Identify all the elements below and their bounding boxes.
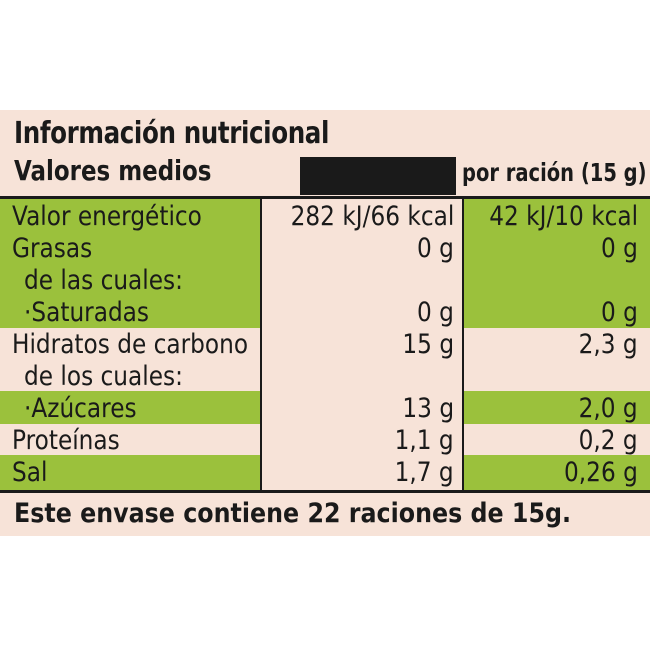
servings-footer: Este envase contiene 22 raciones de 15g. [14,498,572,529]
divider-top [0,196,650,199]
redacted-column-header [300,157,456,195]
value-per-100: 282 kJ/66 kcal [290,201,454,232]
label-subtitle-text: Valores medios [14,154,212,187]
column-divider-1 [260,199,262,490]
row-highlight-right [464,295,650,328]
value-per-serving: 2,3 g [578,329,638,360]
nutrient-row: Valor energético 282 kJ/66 kcal 42 kJ/10 k… [0,199,650,232]
value-per-serving: 0,26 g [564,457,638,488]
row-highlight-right [464,199,650,231]
nutrient-name: Proteínas [12,425,120,456]
nutrient-name: Sal [12,457,48,488]
value-per-serving: 42 kJ/10 kcal [489,201,638,232]
nutrient-name: de los cuales: [24,361,183,392]
row-highlight-left [0,391,260,424]
row-highlight-left [0,455,260,490]
nutrient-row: Proteínas 1,1 g 0,2 g [0,423,650,456]
value-per-100: 13 g [402,393,454,424]
value-per-100: 15 g [402,329,454,360]
row-highlight-right [464,455,650,490]
row-highlight-right [464,391,650,424]
nutrient-row: Sal 1,7 g 0,26 g [0,455,650,490]
nutrient-name: Grasas [12,233,93,264]
per-serving-header: por ración (15 g) [462,158,647,187]
nutrient-row: ·Saturadas 0 g 0 g [0,295,650,328]
value-per-100: 0 g [417,297,454,328]
nutrient-row: de los cuales: [0,359,650,392]
label-title-text: Información nutricional [14,116,330,151]
row-highlight-right [464,231,650,263]
nutrition-label: Información nutricional Valores medios p… [0,110,650,536]
nutrient-name: Hidratos de carbono [12,329,249,360]
row-highlight-left [0,295,260,328]
nutrient-name: ·Saturadas [24,297,150,328]
value-per-serving: 2,0 g [578,393,638,424]
nutrient-name: Valor energético [12,201,202,232]
row-highlight-right [464,263,650,295]
nutrient-name: de las cuales: [24,265,183,296]
divider-bottom [0,490,650,493]
nutrient-name: ·Azúcares [24,393,137,424]
nutrient-row: Grasas 0 g 0 g [0,231,650,264]
row-highlight-left [0,199,260,231]
row-highlight-left [0,263,260,295]
nutrient-row: ·Azúcares 13 g 2,0 g [0,391,650,424]
nutrient-row: Hidratos de carbono 15 g 2,3 g [0,327,650,360]
value-per-100: 0 g [417,233,454,264]
nutrient-row: de las cuales: [0,263,650,296]
row-highlight-left [0,231,260,263]
value-per-100: 1,7 g [394,457,454,488]
value-per-100: 1,1 g [394,425,454,456]
value-per-serving: 0,2 g [578,425,638,456]
label-subtitle: Valores medios [14,154,255,187]
value-per-serving: 0 g [601,297,638,328]
value-per-serving: 0 g [601,233,638,264]
column-divider-2 [462,199,464,490]
label-title: Información nutricional [14,116,398,151]
